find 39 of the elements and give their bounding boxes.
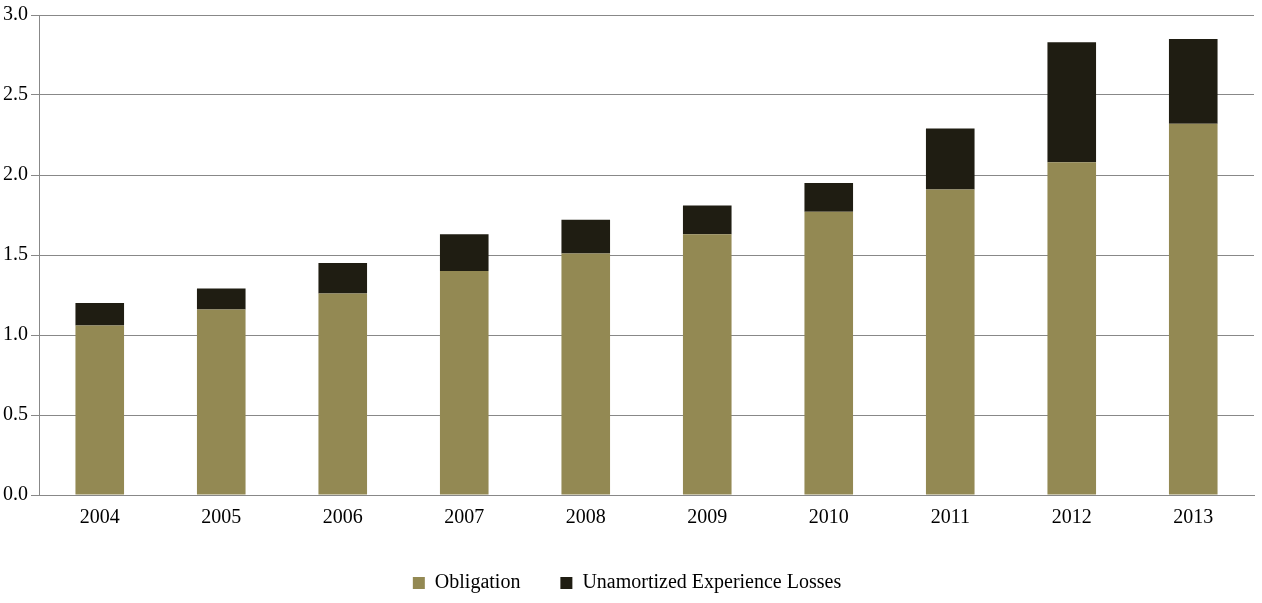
- bar: [318, 293, 368, 495]
- bar: [1047, 162, 1097, 495]
- x-tick-label: 2006: [322, 505, 363, 528]
- bar: [682, 234, 732, 495]
- bar: [682, 205, 732, 235]
- y-tick-label: 2.5: [3, 82, 28, 105]
- y-tick-label: 0.5: [3, 402, 28, 425]
- x-tick-label: 2013: [1173, 505, 1214, 528]
- x-tick-label: 2005: [201, 505, 242, 528]
- bar: [925, 128, 975, 190]
- bar: [561, 219, 611, 254]
- y-tick-label: 1.5: [3, 242, 28, 265]
- x-tick-label: 2012: [1051, 505, 1092, 528]
- bar: [75, 303, 125, 326]
- bar: [1047, 42, 1097, 163]
- bar: [1168, 123, 1218, 495]
- x-tick-label: 2007: [444, 505, 485, 528]
- legend-label: Unamortized Experience Losses: [582, 570, 842, 594]
- bar: [561, 253, 611, 495]
- bar: [75, 325, 125, 495]
- bar: [1168, 39, 1218, 124]
- y-tick-label: 0.0: [3, 482, 28, 505]
- x-tick-label: 2011: [930, 505, 970, 528]
- bar: [925, 189, 975, 495]
- bar: [196, 309, 246, 495]
- bar: [439, 234, 489, 271]
- bar: [318, 263, 368, 294]
- x-tick-label: 2004: [79, 505, 120, 528]
- y-tick-label: 1.0: [3, 322, 28, 345]
- y-tick-label: 2.0: [3, 162, 28, 185]
- legend-label: Obligation: [434, 570, 521, 594]
- bar: [439, 271, 489, 495]
- x-tick-label: 2010: [808, 505, 849, 528]
- bar: [804, 183, 854, 212]
- bar: [804, 211, 854, 495]
- x-tick-label: 2009: [687, 505, 728, 528]
- y-tick-label: 3.0: [3, 2, 28, 25]
- x-tick-label: 2008: [565, 505, 606, 528]
- bar: [196, 288, 246, 310]
